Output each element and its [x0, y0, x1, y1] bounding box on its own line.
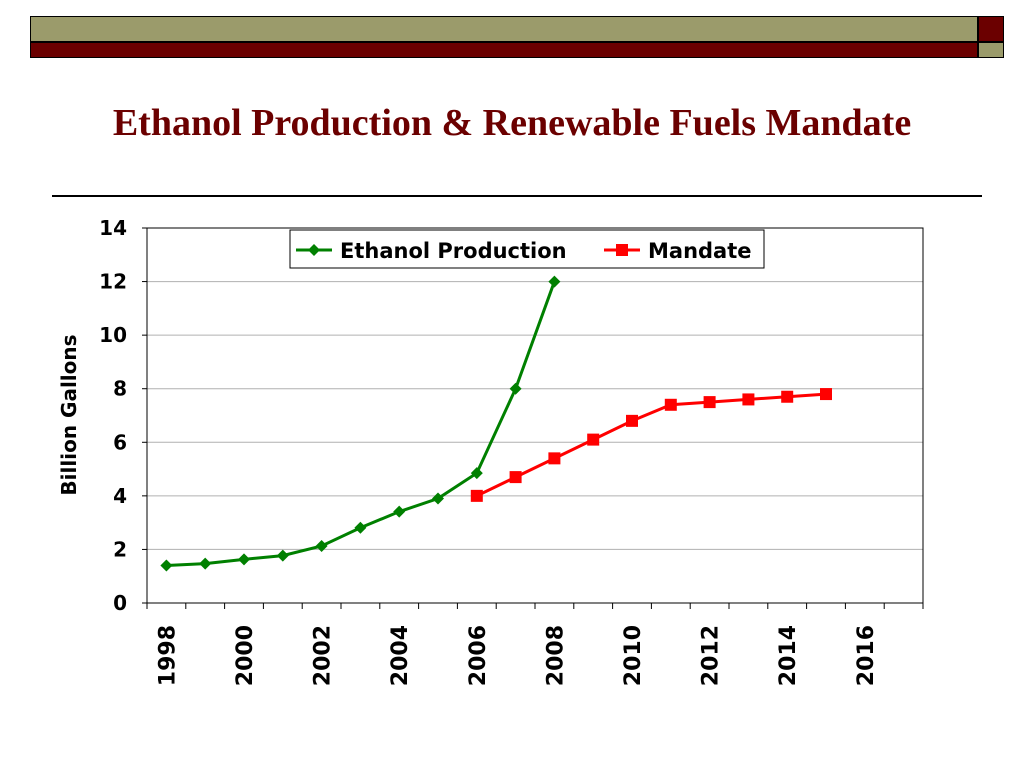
x-axis: 1998 2000 2002 2004 2006 2008 2010 2012 2014 2016	[146, 603, 924, 686]
x-tick-label: 2008	[543, 625, 568, 686]
data-point	[548, 452, 561, 465]
y-tick-label: 8	[113, 377, 127, 401]
y-tick-label: 0	[113, 591, 127, 615]
data-point	[626, 414, 638, 427]
data-point	[742, 393, 755, 406]
data-point	[587, 433, 600, 446]
x-tick-label: 2014	[776, 625, 801, 686]
legend-box	[289, 229, 765, 269]
data-point	[432, 492, 444, 505]
x-tick-label: 1998	[155, 625, 180, 686]
chart-series	[160, 275, 832, 572]
y-tick-label: 10	[99, 323, 127, 347]
data-point	[315, 539, 328, 552]
data-point	[199, 557, 212, 570]
data-point	[664, 398, 677, 411]
series-line	[476, 392, 827, 498]
series-mandate	[470, 388, 832, 502]
y-tick-label: 6	[113, 430, 127, 454]
data-point	[509, 382, 522, 395]
data-point	[238, 553, 250, 566]
data-point	[308, 244, 320, 256]
data-point	[548, 275, 561, 288]
legend-label: Ethanol Production	[340, 239, 567, 263]
data-point	[276, 549, 289, 562]
x-tick-label: 2016	[854, 625, 879, 686]
chart-gridlines	[147, 281, 923, 550]
y-tick-label: 14	[99, 216, 127, 240]
x-tick-label: 2012	[699, 625, 724, 686]
data-point	[470, 467, 483, 480]
data-point	[820, 388, 832, 401]
x-tick-label: 2000	[233, 625, 258, 686]
y-tick-label: 4	[113, 484, 127, 508]
header-square-top	[978, 16, 1004, 42]
chart-legend: Ethanol Production Mandate	[289, 229, 765, 269]
slide-title: Ethanol Production & Renewable Fuels Man…	[112, 102, 912, 144]
data-point	[509, 471, 522, 484]
data-point	[703, 396, 716, 409]
title-divider	[52, 195, 982, 197]
x-tick-label: 2010	[621, 625, 646, 686]
y-axis-label: Billion Gallons	[57, 334, 81, 495]
y-tick-label: 12	[99, 270, 127, 294]
data-point	[470, 489, 483, 502]
x-tick-label: 2006	[466, 625, 491, 686]
y-axis: 0 2 4 6 8 10 12 14	[99, 216, 147, 615]
y-tick-label: 2	[113, 537, 127, 561]
plot-area	[146, 227, 924, 604]
data-point	[354, 521, 367, 534]
header-square-bottom	[978, 42, 1004, 58]
x-tick-label: 2004	[388, 625, 413, 686]
data-point	[616, 244, 628, 256]
data-point	[781, 390, 794, 403]
x-tick-label: 2002	[311, 625, 336, 686]
data-point	[393, 505, 406, 518]
header-band-bottom	[30, 42, 978, 58]
data-point	[160, 559, 173, 572]
legend-label: Mandate	[648, 239, 752, 263]
series-ethanol-production	[160, 275, 561, 572]
header-band-top	[30, 16, 978, 42]
